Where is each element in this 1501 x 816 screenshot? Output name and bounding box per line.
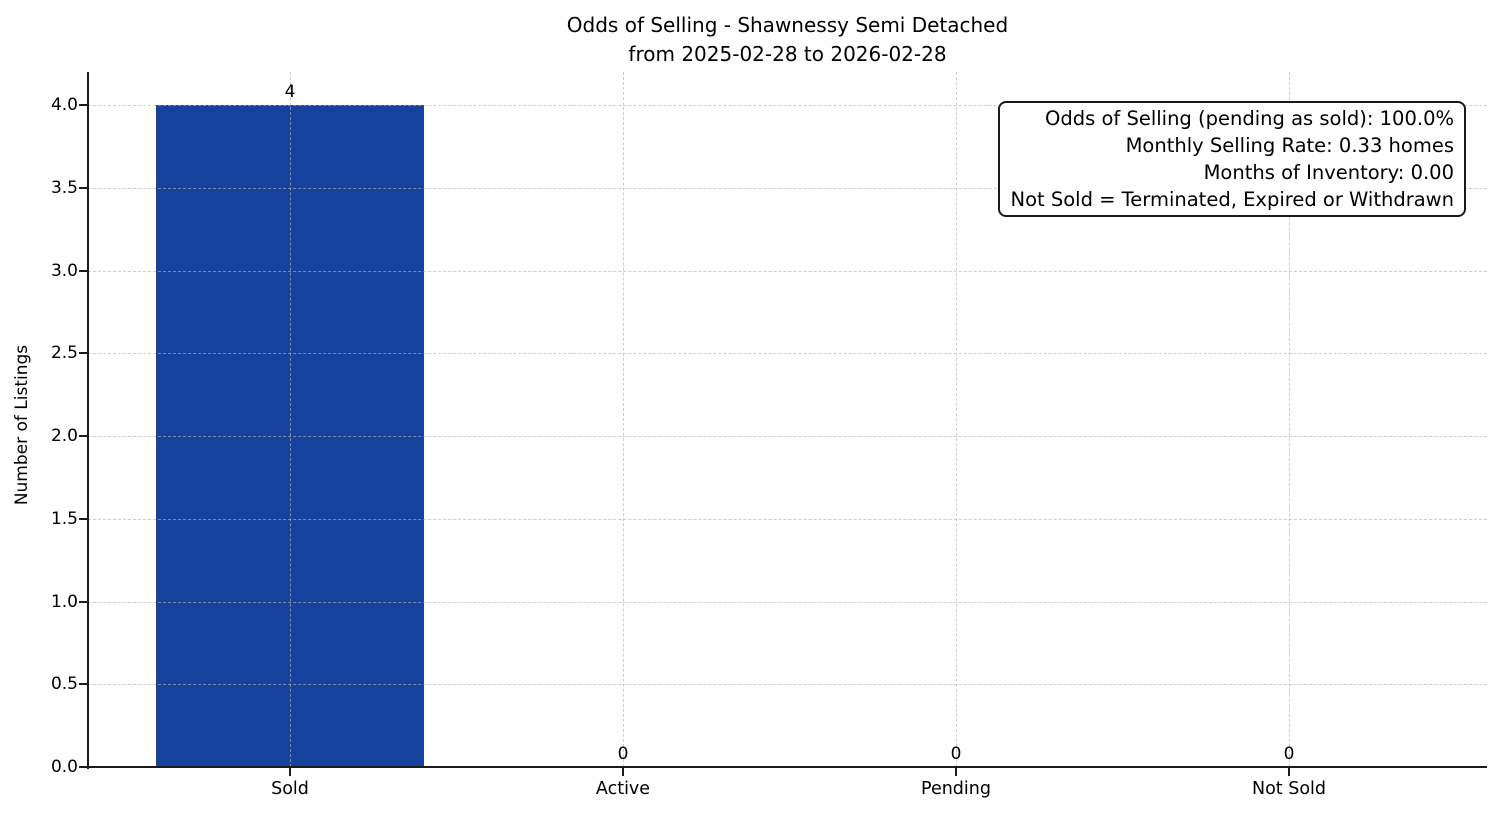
y-tick-label: 1.5 <box>50 508 78 529</box>
bar-value-label-sold: 4 <box>284 82 296 103</box>
y-tick-label: 3.0 <box>50 260 78 281</box>
y-tick-label: 2.0 <box>50 426 78 447</box>
chart-title-line2: from 2025-02-28 to 2026-02-28 <box>628 42 947 66</box>
y-tick-mark <box>79 435 88 438</box>
x-tick-mark <box>622 768 624 776</box>
y-tick-mark <box>79 186 88 189</box>
x-tick-mark <box>955 768 957 776</box>
y-gridline <box>88 187 1487 189</box>
y-tick-mark <box>79 766 88 768</box>
y-tick-label: 2.5 <box>50 343 78 364</box>
x-gridline <box>623 72 624 767</box>
stats-annotation-box: Odds of Selling (pending as sold): 100.0… <box>998 101 1466 217</box>
y-gridline <box>88 270 1487 272</box>
y-axis-spine <box>87 72 89 769</box>
y-tick-mark <box>79 352 88 355</box>
y-tick-label: 4.0 <box>50 95 78 116</box>
y-tick-label: 3.5 <box>50 177 78 198</box>
annotation-line: Not Sold = Terminated, Expired or Withdr… <box>1010 188 1454 211</box>
annotation-line: Monthly Selling Rate: 0.33 homes <box>1125 134 1454 157</box>
x-tick-mark <box>1288 768 1290 776</box>
annotation-line: Months of Inventory: 0.00 <box>1203 161 1454 184</box>
x-axis-spine <box>87 766 1487 768</box>
x-gridline <box>290 72 291 767</box>
x-tick-label-active: Active <box>595 779 651 799</box>
x-tick-mark <box>289 768 291 776</box>
bar-value-label-not-sold: 0 <box>1283 744 1295 764</box>
y-gridline <box>88 436 1487 438</box>
plot-area: 4 0 0 0 0.0 0.5 1.0 1.5 2.0 2.5 3.0 3.5 4.0 Sold Activ… <box>51 72 1487 799</box>
y-gridline <box>88 518 1487 520</box>
y-gridline <box>88 601 1487 603</box>
annotation-line: Odds of Selling (pending as sold): 100.0… <box>1044 107 1454 130</box>
y-tick-mark <box>79 104 88 107</box>
y-gridline <box>88 105 1487 107</box>
y-gridline <box>88 353 1487 355</box>
y-tick-mark <box>79 269 88 272</box>
y-tick-label: 1.0 <box>50 591 78 612</box>
chart-title: Odds of Selling - Shawnessy Semi Detache… <box>88 11 1487 69</box>
x-tick-label-not-sold: Not Sold <box>1251 779 1326 799</box>
x-gridline <box>956 72 957 767</box>
x-tick-label-sold: Sold <box>271 779 309 799</box>
y-gridline <box>88 684 1487 686</box>
y-tick-mark <box>79 517 88 520</box>
x-gridline <box>1289 72 1290 767</box>
bar-value-label-active: 0 <box>617 744 629 764</box>
y-tick-label: 0.0 <box>50 757 78 777</box>
bar-value-label-pending: 0 <box>950 744 962 764</box>
y-tick-mark <box>79 600 88 603</box>
y-tick-mark <box>79 683 88 686</box>
y-tick-label: 0.5 <box>50 674 78 695</box>
chart-title-line1: Odds of Selling - Shawnessy Semi Detache… <box>566 13 1009 37</box>
x-tick-label-pending: Pending <box>921 779 991 799</box>
